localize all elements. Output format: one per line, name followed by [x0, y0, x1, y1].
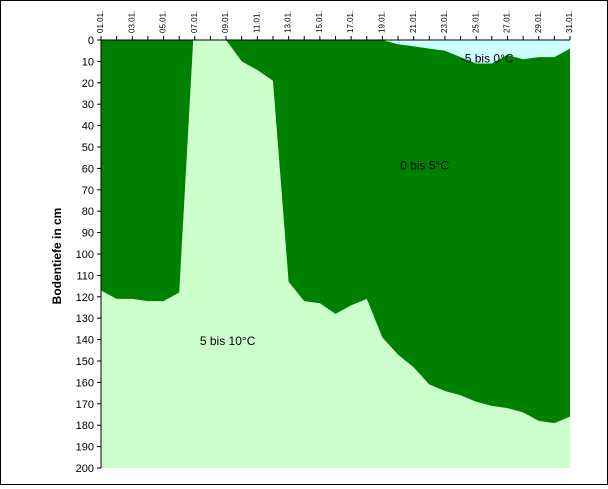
- y-tick-label: 0: [88, 35, 94, 47]
- plot-area: [101, 40, 570, 468]
- y-tick-label: 70: [82, 185, 94, 197]
- y-tick-label: 130: [76, 313, 94, 325]
- y-axis-title: Bodentiefe in cm: [50, 208, 64, 305]
- label-0-bis-5: 0 bis 5°C: [400, 158, 449, 172]
- x-tick-label: 11.01.: [252, 11, 261, 33]
- band-minus5-bis-0: [382, 40, 570, 64]
- label-minus5-bis-0: -5 bis 0°C: [461, 51, 514, 65]
- y-tick-label: 30: [82, 99, 94, 111]
- y-tick-label: 160: [76, 377, 94, 389]
- y-tick-label: 100: [76, 249, 94, 261]
- x-tick-label: 05.01.: [159, 11, 168, 33]
- band-0-bis-5-early: [101, 40, 194, 302]
- x-tick-label: 27.01.: [503, 11, 512, 33]
- x-tick-label: 23.01.: [440, 11, 449, 33]
- y-tick-label: 50: [82, 142, 94, 154]
- y-tick-label: 120: [76, 292, 94, 304]
- band-0-bis-5-main: [226, 40, 570, 424]
- y-tick-label: 90: [82, 228, 94, 240]
- region-labels: 5 bis 10°C 0 bis 5°C -5 bis 0°C: [200, 51, 514, 347]
- y-tick-label: 190: [76, 442, 94, 454]
- x-tick-label: 13.01.: [284, 11, 293, 33]
- y-tick-label: 20: [82, 78, 94, 90]
- x-tick-label: 19.01.: [378, 11, 387, 33]
- x-tick-label: 29.01.: [534, 11, 543, 33]
- y-tick-label: 200: [76, 463, 94, 475]
- y-tick-label: 150: [76, 356, 94, 368]
- y-tick-label: 170: [76, 399, 94, 411]
- x-tick-label: 15.01.: [315, 11, 324, 33]
- y-tick-label: 80: [82, 206, 94, 218]
- y-tick-label: 140: [76, 335, 94, 347]
- x-tick-label: 07.01.: [190, 11, 199, 33]
- y-tick-label: 60: [82, 163, 94, 175]
- x-tick-label: 25.01.: [471, 11, 480, 33]
- y-tick-label: 40: [82, 121, 94, 133]
- x-axis: 01.01. 03.01. 05.01. 07.01. 09.01. 11.01. 13.0…: [96, 11, 574, 41]
- y-tick-label: 180: [76, 420, 94, 432]
- x-tick-label: 17.01.: [346, 11, 355, 33]
- y-axis: 0 10 20 30 40 50 60 70 80 90 100 110 120 130 140 150 160…: [76, 35, 102, 475]
- label-5-bis-10: 5 bis 10°C: [200, 334, 256, 348]
- x-tick-label: 21.01.: [409, 11, 418, 33]
- x-tick-label: 31.01.: [565, 11, 574, 33]
- x-tick-label: 01.01.: [96, 11, 105, 33]
- y-tick-label: 10: [82, 56, 94, 68]
- x-tick-label: 09.01.: [221, 11, 230, 33]
- x-tick-label: 03.01.: [127, 11, 136, 33]
- y-tick-label: 110: [76, 270, 94, 282]
